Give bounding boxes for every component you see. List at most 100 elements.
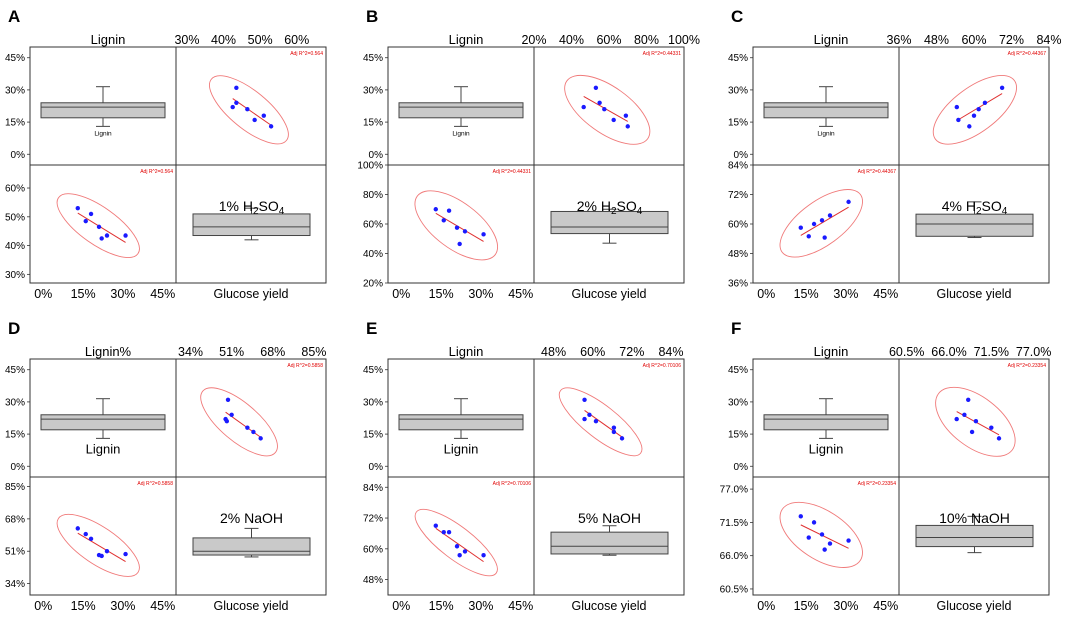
glucose-y-tick-label: 60%: [363, 220, 383, 231]
lignin-x-tick-label: 30%: [833, 599, 858, 613]
data-point-upper: [969, 429, 975, 435]
data-point-upper: [971, 113, 977, 118]
treatment-text: SO: [259, 198, 279, 214]
glucose-y-tick-label: 50%: [5, 212, 25, 223]
data-point-lower: [433, 207, 438, 212]
matrix-title: Lignin: [449, 344, 484, 359]
data-point-lower: [123, 233, 128, 238]
data-point-upper: [623, 113, 629, 118]
lignin-y-tick-label: 45%: [728, 53, 748, 64]
lignin-x-tick-label: 15%: [71, 599, 96, 613]
lignin-x-tick-label: 15%: [429, 287, 454, 301]
confidence-ellipse-lower: [779, 189, 863, 258]
data-point-upper: [962, 412, 967, 417]
data-point-lower: [446, 529, 452, 535]
glucose-top-tick-label: 48%: [541, 345, 566, 359]
lignin-x-tick-label: 15%: [794, 599, 819, 613]
data-point-lower: [457, 241, 462, 247]
lignin-y-tick-label: 15%: [728, 118, 748, 129]
data-point-lower: [798, 514, 803, 519]
glucose-y-tick-label: 72%: [728, 190, 748, 201]
data-point-upper: [966, 397, 971, 402]
glucose-axis-label: Glucose yield: [936, 599, 1011, 613]
data-point-lower: [481, 553, 486, 558]
lignin-box: [398, 102, 524, 119]
confidence-ellipse-lower: [414, 508, 498, 577]
regression-line-upper: [232, 98, 272, 126]
lignin-box-label: Lignin: [809, 441, 844, 456]
glucose-top-tick-label: 100%: [668, 33, 700, 47]
lignin-x-tick-label: 45%: [873, 287, 898, 301]
adj-r2-label-upper: Adj R^2=0.44367: [1008, 51, 1047, 57]
matrix-title: Lignin: [449, 32, 484, 47]
data-point-upper: [954, 416, 959, 422]
glucose-y-tick-label: 72%: [363, 514, 383, 525]
glucose-box: [915, 524, 1034, 548]
glucose-y-tick-label: 68%: [5, 514, 25, 525]
treatment-subscript: 4: [1002, 206, 1008, 217]
data-point-upper: [581, 104, 586, 110]
data-point-lower: [819, 532, 825, 537]
confidence-ellipse-lower: [56, 513, 140, 577]
lignin-x-tick-label: 15%: [429, 599, 454, 613]
glucose-top-tick-label: 50%: [248, 33, 273, 47]
lignin-x-tick-label: 15%: [71, 287, 96, 301]
glucose-y-tick-label: 36%: [728, 279, 748, 290]
data-point-upper: [982, 100, 988, 105]
treatment-subscript: 4: [637, 206, 643, 217]
lignin-x-tick-label: 0%: [392, 287, 410, 301]
glucose-top-tick-label: 40%: [559, 33, 584, 47]
data-point-upper: [611, 117, 616, 123]
lignin-y-tick-label: 0%: [11, 462, 26, 473]
glucose-y-tick-label: 66.0%: [720, 551, 748, 562]
lignin-x-tick-label: 45%: [508, 287, 533, 301]
matrix-title: Lignin: [814, 32, 849, 47]
confidence-ellipse-upper: [932, 75, 1017, 145]
data-point-lower: [441, 529, 446, 535]
data-point-upper: [587, 412, 592, 417]
lignin-box: [398, 414, 524, 431]
regression-line-lower: [77, 532, 126, 563]
data-point-upper: [602, 107, 607, 112]
lignin-box-label: Lignin: [94, 130, 112, 137]
data-point-upper: [234, 85, 239, 90]
data-point-upper: [954, 104, 960, 110]
treatment-label: 4% H2SO4: [942, 198, 1008, 217]
lignin-y-tick-label: 30%: [363, 397, 383, 408]
glucose-top-tick-label: 68%: [260, 345, 285, 359]
lignin-x-tick-label: 45%: [150, 599, 175, 613]
adj-r2-label-lower: Adj R^2=0.44367: [858, 169, 897, 175]
glucose-y-tick-label: 100%: [357, 161, 383, 172]
lignin-y-tick-label: 45%: [5, 53, 25, 64]
data-point-lower: [104, 233, 110, 238]
data-point-lower: [446, 208, 452, 213]
data-point-lower: [99, 553, 104, 559]
data-point-upper: [225, 397, 231, 402]
data-point-upper: [245, 107, 250, 112]
lignin-y-tick-label: 0%: [11, 150, 26, 161]
data-point-lower: [88, 536, 94, 542]
data-point-lower: [462, 229, 468, 234]
panel-letter: C: [731, 7, 743, 26]
data-point-upper: [230, 104, 235, 110]
data-point-upper: [252, 117, 257, 123]
data-point-lower: [75, 205, 80, 211]
lignin-y-tick-label: 0%: [734, 462, 749, 473]
glucose-top-tick-label: 77.0%: [1016, 345, 1051, 359]
treatment-subscript: 2: [253, 206, 259, 217]
lignin-y-tick-label: 0%: [734, 150, 749, 161]
treatment-label: 1% H2SO4: [219, 198, 285, 217]
lignin-y-tick-label: 45%: [363, 53, 383, 64]
glucose-axis-label: Glucose yield: [571, 287, 646, 301]
adj-r2-label-upper: Adj R^2=0.5858: [287, 363, 323, 369]
data-point-lower: [822, 235, 827, 240]
data-point-upper: [956, 117, 961, 123]
data-point-upper: [996, 436, 1002, 441]
treatment-text: 2% H: [577, 198, 611, 214]
glucose-y-tick-label: 20%: [363, 279, 383, 290]
data-point-lower: [104, 549, 110, 554]
data-point-upper: [999, 85, 1005, 90]
glucose-y-tick-label: 84%: [728, 161, 748, 172]
glucose-y-tick-label: 40%: [363, 249, 383, 260]
